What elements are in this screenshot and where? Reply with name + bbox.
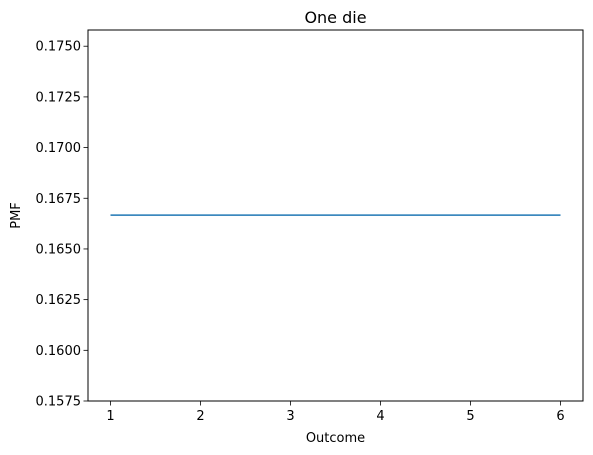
y-tick-label: 0.1725 <box>36 90 82 105</box>
x-axis-label: Outcome <box>306 431 365 446</box>
y-tick-label: 0.1625 <box>36 293 82 308</box>
y-tick-label: 0.1750 <box>36 40 82 55</box>
y-axis-ticks: 0.1575 0.1600 0.1625 0.1650 0.1675 0.1700 0.17… <box>36 40 88 410</box>
x-tick-label: 5 <box>466 409 474 424</box>
chart-title: One die <box>304 8 366 27</box>
plot-area <box>87 29 584 402</box>
y-tick-label: 0.1575 <box>36 395 82 410</box>
y-tick-label: 0.1650 <box>36 242 82 257</box>
axes-frame <box>87 29 584 402</box>
x-axis-ticks: 1 2 3 4 5 6 <box>106 401 565 424</box>
y-tick-label: 0.1600 <box>36 344 82 359</box>
x-tick-label: 6 <box>556 409 564 424</box>
x-tick-label: 2 <box>196 409 204 424</box>
y-axis-label: PMF <box>9 202 24 229</box>
x-tick-label: 1 <box>106 409 114 424</box>
x-tick-label: 3 <box>286 409 294 424</box>
y-tick-label: 0.1700 <box>36 141 82 156</box>
x-tick-label: 4 <box>376 409 384 424</box>
y-tick-label: 0.1675 <box>36 192 82 207</box>
